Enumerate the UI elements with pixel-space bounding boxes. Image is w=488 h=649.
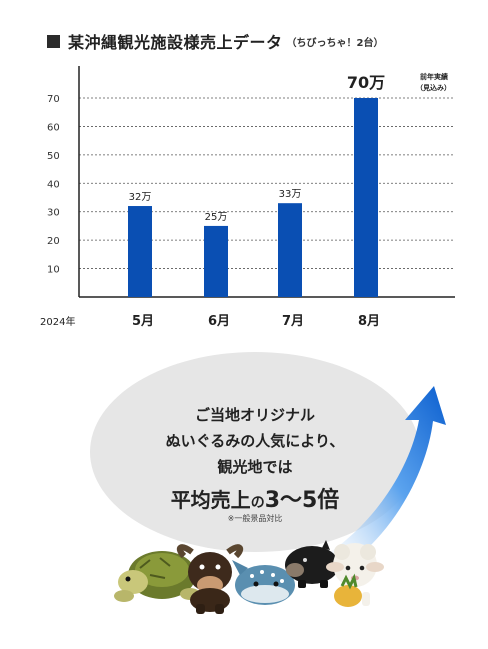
bar-chart: 10 20 30 40 50 60 70 前年実績 （見込み） 32万 5月 25万 6月 33万 7月 70… <box>40 66 455 329</box>
x-tick-label: 8月 <box>358 314 380 329</box>
y-tick-label: 60 <box>47 122 60 133</box>
x-tick-label: 6月 <box>208 314 230 329</box>
y-tick-label: 40 <box>47 179 60 190</box>
headline-average-sales: 平均売上 <box>170 488 251 512</box>
data-label: 25万 <box>205 212 228 223</box>
chart-header: 某沖縄観光施設様売上データ （ちびっちゃ！2台） <box>47 29 383 53</box>
bar <box>354 98 378 297</box>
bubble-headline: 平均売上の3〜5倍 <box>90 482 420 514</box>
y-tick-label: 70 <box>47 94 60 105</box>
data-label: 32万 <box>129 192 152 203</box>
whale-shark-plush-icon <box>232 560 295 605</box>
y-tick-label: 50 <box>47 151 60 162</box>
boar-plush-icon <box>285 540 339 588</box>
data-label: 70万 <box>347 73 385 92</box>
chart-title: 某沖縄観光施設様売上データ <box>68 33 283 52</box>
bubble-line-3: 観光地では <box>217 458 293 476</box>
x-tick-label: 5月 <box>132 314 154 329</box>
sheep-plush-icon <box>326 543 384 607</box>
square-bullet-icon <box>47 34 60 48</box>
sea-turtle-plush-icon <box>114 551 200 602</box>
x-tick-label: 7月 <box>282 314 304 329</box>
speech-bubble <box>90 352 420 552</box>
chart-subtitle: （ちびっちゃ！2台） <box>286 37 384 49</box>
reference-label-line2: （見込み） <box>416 83 451 92</box>
year-label: 2024年 <box>40 315 75 328</box>
y-tick-label: 30 <box>47 208 60 219</box>
bubble-line-2: ぬいぐるみの人気により、 <box>165 432 345 450</box>
reference-label-line1: 前年実績 <box>420 72 448 81</box>
y-tick-label: 10 <box>47 265 60 276</box>
bar <box>204 225 228 297</box>
headline-multiplier: 3〜5倍 <box>264 488 340 513</box>
bar <box>278 203 302 297</box>
bubble-note: ※一般景品対比 <box>227 514 283 523</box>
y-tick-label: 20 <box>47 236 60 247</box>
water-buffalo-plush-icon <box>176 544 244 614</box>
bubble-line-1: ご当地オリジナル <box>194 406 315 424</box>
data-label: 33万 <box>279 189 302 200</box>
headline-particle: の <box>250 495 265 511</box>
bar <box>128 206 152 297</box>
